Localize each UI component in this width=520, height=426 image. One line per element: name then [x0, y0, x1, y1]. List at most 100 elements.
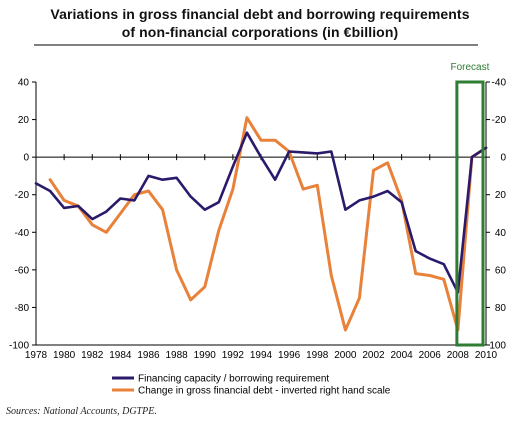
series-1-point	[133, 193, 136, 196]
series-1-point	[218, 229, 220, 232]
series-1-point	[443, 278, 445, 281]
chart-title-line-1: Variations in gross financial debt and b…	[50, 6, 470, 22]
x-tick-label: 2004	[391, 350, 414, 361]
right-tick-label: -40	[492, 78, 507, 89]
series-0-point	[302, 151, 304, 154]
chart-title-line-2: of non-financial corporations (in €billi…	[121, 24, 399, 40]
series-1-point	[428, 274, 431, 277]
x-tick-label: 2010	[475, 350, 498, 361]
series-0-point	[189, 195, 192, 198]
x-tick-label: 1994	[250, 350, 273, 361]
series-1-point	[147, 190, 150, 192]
left-tick-label: -80	[15, 303, 30, 314]
legend: Financing capacity / borrowing requireme…	[112, 374, 391, 397]
x-axis: 1978 1980 1982 1984 1986 1988 1990 1992 1994 1996…	[25, 154, 498, 361]
left-y-axis: 40 20 0 -20 -40 -60 -80 -100	[9, 78, 37, 352]
x-tick-label: 1990	[194, 350, 217, 361]
x-tick-label: 1988	[166, 350, 189, 361]
right-tick-label: 20	[495, 190, 507, 201]
x-tick-label: 1996	[278, 350, 301, 361]
series-0-point	[133, 199, 136, 202]
left-tick-label: 0	[23, 153, 29, 164]
series-1-point	[414, 272, 417, 275]
series-layer	[34, 116, 488, 332]
series-0-point	[358, 199, 361, 202]
x-tick-label: 2008	[447, 350, 470, 361]
x-tick-label: 1992	[222, 350, 245, 361]
series-0-point	[49, 190, 51, 192]
series-0-point	[274, 178, 276, 181]
x-tick-label: 1982	[81, 350, 104, 361]
series-0-point	[400, 201, 403, 204]
series-0-point	[35, 182, 37, 185]
x-tick-label: 2006	[419, 350, 442, 361]
series-1-point	[274, 139, 276, 142]
series-1-point	[161, 208, 164, 211]
series-0-point	[63, 207, 65, 209]
series-0-point	[288, 150, 290, 153]
series-0-point	[316, 152, 319, 155]
series-0-point	[161, 178, 164, 181]
series-0-point	[260, 156, 262, 158]
series-1-point	[175, 269, 178, 271]
series-0-point	[77, 205, 79, 207]
forecast-label: Forecast	[450, 62, 489, 73]
right-tick-label: 0	[500, 153, 506, 164]
series-1-point	[105, 231, 108, 234]
series-1-point	[189, 299, 192, 301]
series-1-point	[260, 139, 262, 142]
series-0-point	[330, 150, 333, 153]
x-tick-label: 1980	[53, 350, 76, 361]
series-1-point	[49, 178, 51, 181]
left-tick-label: 40	[18, 78, 30, 89]
right-tick-label: -20	[492, 115, 507, 126]
series-1-point	[91, 223, 94, 226]
x-tick-label: 1986	[137, 350, 160, 361]
series-1-point	[358, 297, 361, 299]
series-0-point	[372, 195, 375, 198]
series-0-point	[175, 177, 178, 179]
right-tick-label: 80	[495, 303, 507, 314]
series-1-point	[246, 116, 248, 119]
series-0-point	[443, 263, 445, 266]
legend-label-1: Change in gross financial debt - inverte…	[138, 386, 391, 397]
right-tick-label: 100	[489, 341, 506, 352]
series-1-point	[232, 188, 234, 190]
series-1-point	[203, 285, 206, 288]
forecast-rect	[455, 80, 485, 347]
x-tick-label: 1998	[306, 350, 329, 361]
series-0-point	[147, 175, 150, 177]
series-0-point	[119, 197, 122, 200]
series-0-point	[344, 208, 347, 211]
left-tick-label: -40	[15, 228, 30, 239]
series-0-point	[246, 131, 248, 134]
source-note: Sources: National Accounts, DGTPE.	[6, 406, 157, 417]
left-tick-label: -100	[9, 341, 29, 352]
series-0-point	[91, 218, 94, 220]
x-tick-label: 1978	[25, 350, 48, 361]
left-tick-label: -20	[15, 190, 30, 201]
series-1-point	[119, 212, 122, 215]
right-tick-label: 60	[495, 265, 507, 276]
legend-label-0: Financing capacity / borrowing requireme…	[138, 374, 329, 385]
series-0-point	[428, 257, 431, 260]
series-1-point	[316, 184, 319, 187]
series-1-point	[63, 199, 65, 202]
series-line-1	[48, 116, 488, 332]
series-0-point	[471, 156, 473, 158]
series-0-point	[232, 165, 234, 168]
right-y-axis: -40 -20 0 20 40 60 80 100	[485, 78, 507, 352]
left-tick-label: -60	[15, 265, 30, 276]
series-0-point	[218, 201, 220, 204]
series-0-point	[203, 208, 206, 211]
x-tick-label: 2002	[362, 350, 385, 361]
x-tick-label: 2000	[334, 350, 357, 361]
series-0-point	[386, 190, 389, 192]
forecast-box: Forecast	[450, 62, 490, 347]
series-0-point	[105, 210, 108, 213]
series-1-point	[372, 169, 375, 172]
right-tick-label: 40	[495, 228, 507, 239]
series-1-point	[330, 274, 333, 277]
series-1-point	[386, 161, 389, 164]
series-1-point	[302, 188, 304, 190]
